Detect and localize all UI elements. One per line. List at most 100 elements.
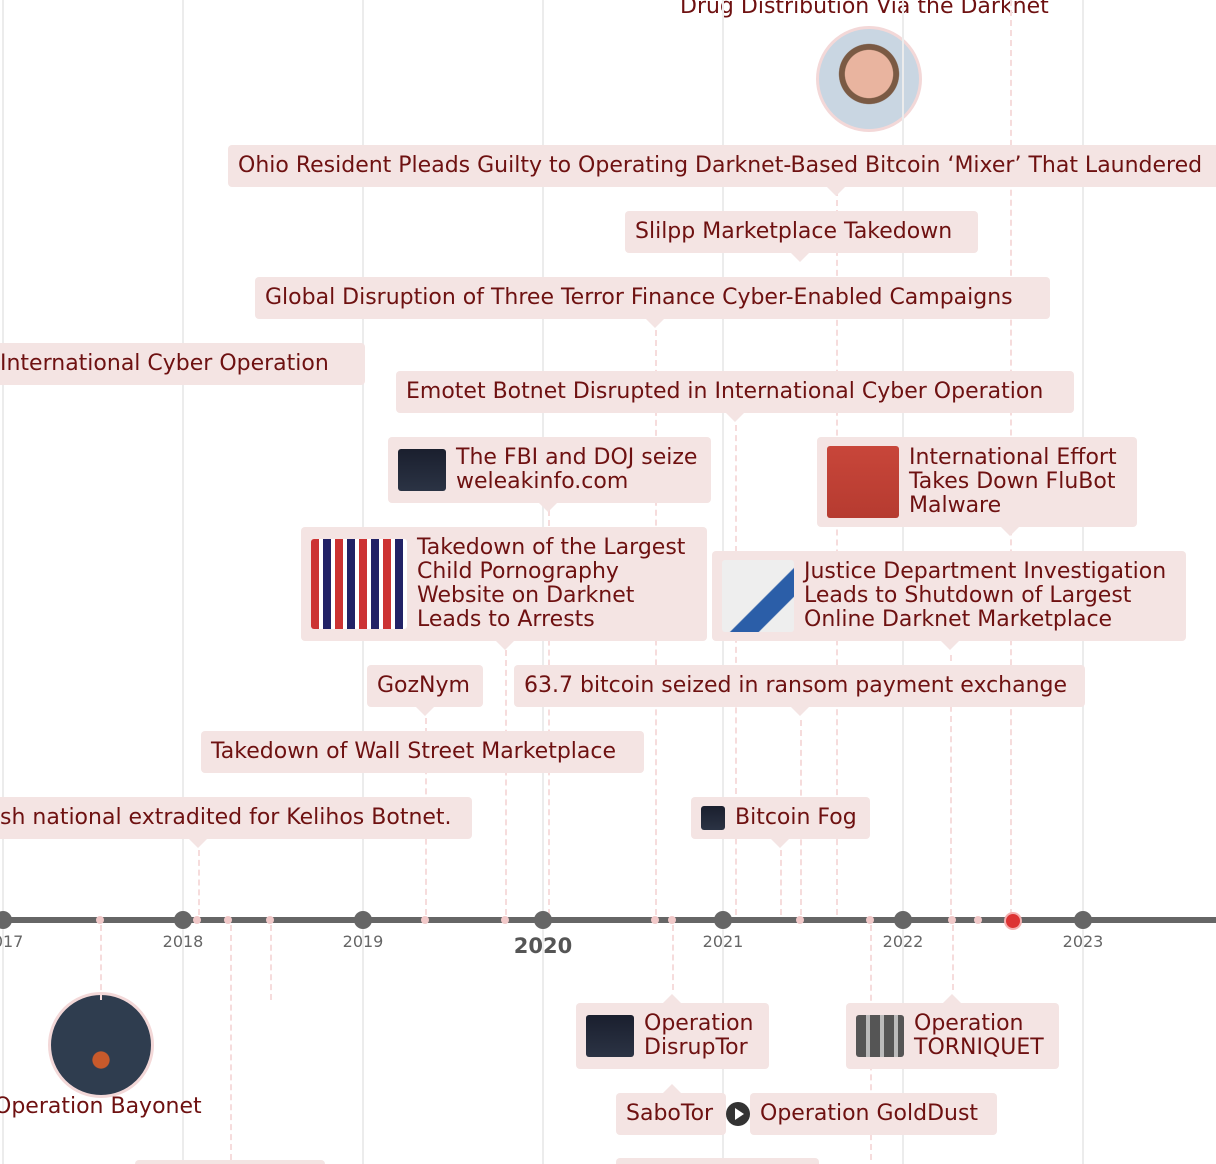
event-dot (948, 916, 956, 924)
event-text: Operation GoldDust (760, 1101, 979, 1126)
event-dot (974, 916, 982, 924)
year-dot (534, 911, 552, 929)
event-thumbnail (311, 539, 407, 629)
event-thumbnail (586, 1015, 634, 1057)
event-card[interactable]: Slilpp Marketplace Takedown (625, 211, 978, 253)
card-pointer (663, 994, 681, 1003)
event-card[interactable]: Ohio Resident Pleads Guilty to Operating… (228, 145, 1216, 187)
event-card[interactable]: GozNym (367, 665, 483, 707)
card-pointer (539, 503, 557, 512)
card-pointer (646, 319, 664, 328)
event-dot (266, 916, 274, 924)
event-dot (866, 916, 874, 924)
event-card[interactable]: Takedown of the Largest Child Pornograph… (301, 527, 707, 641)
year-label: 2023 (1062, 932, 1104, 951)
card-pointer (189, 839, 207, 848)
event-dot (193, 916, 201, 924)
event-card[interactable]: 63.7 bitcoin seized in ransom payment ex… (514, 665, 1085, 707)
connector (950, 655, 952, 915)
grid-line (2, 0, 4, 1164)
event-card[interactable]: Global Disruption of Three Terror Financ… (255, 277, 1050, 319)
event-thumbnail (398, 449, 446, 491)
event-text: GozNym (377, 673, 470, 698)
card-pointer (943, 994, 961, 1003)
event-text: Ohio Resident Pleads Guilty to Operating… (238, 153, 1203, 178)
event-thumbnail (722, 560, 794, 632)
year-dot (354, 911, 372, 929)
event-text: International Cyber Operation (0, 351, 329, 376)
event-text: sh national extradited for Kelihos Botne… (0, 805, 452, 830)
event-card (616, 1158, 819, 1164)
card-pointer (416, 707, 434, 716)
card-pointer (726, 413, 744, 422)
connector (548, 510, 550, 915)
connector (100, 925, 102, 1000)
event-card[interactable]: Operation TORNIQUET (846, 1003, 1059, 1069)
connector (780, 850, 782, 915)
year-dot (174, 911, 192, 929)
event-card[interactable]: Operation GoldDust (750, 1093, 997, 1135)
event-title: Drug Distribution Via the Darknet (680, 0, 1049, 19)
event-thumbnail (856, 1015, 904, 1057)
card-pointer (941, 641, 959, 650)
event-text: Takedown of the Largest Child Pornograph… (417, 535, 686, 632)
connector (198, 850, 200, 915)
connector (952, 925, 954, 990)
card-pointer (1001, 527, 1019, 536)
card-pointer (791, 253, 809, 262)
year-label: 2019 (342, 932, 384, 951)
event-card[interactable]: The FBI and DOJ seize weleakinfo.com (388, 437, 711, 503)
event-text: Operation TORNIQUET (914, 1011, 1044, 1060)
play-icon[interactable] (726, 1102, 750, 1126)
connector (672, 925, 674, 990)
event-text: Takedown of Wall Street Marketplace (211, 739, 617, 764)
axis-line (0, 917, 1216, 923)
connector (505, 650, 507, 915)
event-card[interactable]: International Effort Takes Down FluBot M… (817, 437, 1137, 527)
event-text: 63.7 bitcoin seized in ransom payment ex… (524, 673, 1068, 698)
year-dot (894, 911, 912, 929)
event-dot (501, 916, 509, 924)
card-pointer (827, 187, 845, 196)
year-label: 2018 (162, 932, 204, 951)
event-card[interactable]: Bitcoin Fog (691, 797, 870, 839)
year-label: 2021 (702, 932, 744, 951)
event-text: Operation Bayonet (0, 1094, 202, 1119)
event-dot (96, 916, 104, 924)
event-dot (668, 916, 676, 924)
event-card[interactable]: Operation DisrupTor (576, 1003, 769, 1069)
event-card[interactable]: Takedown of Wall Street Marketplace (201, 731, 644, 773)
event-text: The FBI and DOJ seize weleakinfo.com (456, 445, 698, 494)
year-label: 2022 (882, 932, 924, 951)
event-text: International Effort Takes Down FluBot M… (909, 445, 1117, 518)
event-text: Justice Department Investigation Leads t… (804, 559, 1167, 632)
event-photo[interactable] (816, 26, 922, 132)
event-text: Operation DisrupTor (644, 1011, 754, 1060)
card-pointer (771, 839, 789, 848)
card-pointer (663, 1084, 681, 1093)
event-card[interactable]: SaboTor (616, 1093, 726, 1135)
event-card[interactable]: Emotet Botnet Disrupted in International… (396, 371, 1074, 413)
year-dot (0, 911, 12, 929)
grid-line (182, 0, 184, 1164)
event-dot (651, 916, 659, 924)
event-text: Bitcoin Fog (735, 805, 857, 830)
event-photo[interactable] (48, 992, 154, 1098)
event-text: Slilpp Marketplace Takedown (635, 219, 953, 244)
event-text: Emotet Botnet Disrupted in International… (406, 379, 1044, 404)
event-card (135, 1160, 325, 1164)
event-text: SaboTor (626, 1101, 714, 1126)
event-dot (421, 916, 429, 924)
event-card[interactable]: Justice Department Investigation Leads t… (712, 551, 1186, 641)
current-marker (1004, 912, 1022, 930)
event-card[interactable]: sh national extradited for Kelihos Botne… (0, 797, 472, 839)
event-card[interactable]: International Cyber Operation (0, 343, 365, 385)
connector (270, 925, 272, 1000)
year-label: 2017 (0, 932, 24, 951)
event-thumbnail (827, 446, 899, 518)
year-dot (714, 911, 732, 929)
connector (230, 925, 232, 1160)
year-dot (1074, 911, 1092, 929)
